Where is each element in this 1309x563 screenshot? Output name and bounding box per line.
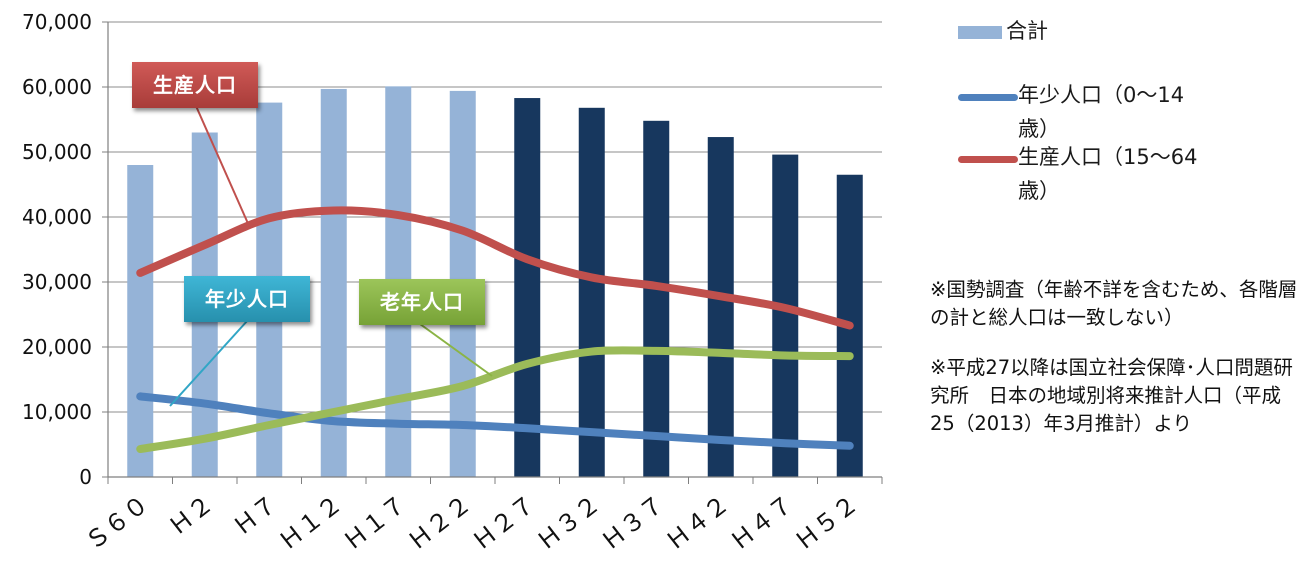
note-projection: ※平成27以降は国立社会保障･人口問題研究所 日本の地域別将来推計人口（平成25… — [930, 356, 1293, 435]
x-tick-label: Ｈ２ — [163, 490, 218, 542]
callout-pointer-working — [195, 105, 251, 229]
legend-label-youth: 年少人口（0～14歳） — [1018, 83, 1185, 141]
legend-label-working: 生産人口（15～64歳） — [1018, 145, 1198, 203]
callout-youth-population: 年少人口 — [184, 276, 310, 322]
x-tick-label: Ｈ４７ — [725, 490, 799, 556]
working-line — [136, 206, 854, 330]
legend-swatch-total — [958, 26, 1002, 39]
callout-pointer-elderly — [419, 323, 493, 377]
bar — [578, 107, 605, 478]
legend-label-total: 合計 — [1006, 19, 1048, 43]
bar — [643, 120, 670, 478]
notes: ※国勢調査（年齢不詳を含むため、各階層の計と総人口は一致しない） ※平成27以降… — [930, 276, 1305, 460]
callout-pointer-youth — [169, 319, 249, 407]
population-chart: 0 10,000 20,000 30,000 40,000 50,000 60,000 70,… — [22, 10, 883, 556]
x-tick-label: Ｈ４２ — [660, 490, 734, 556]
bar — [772, 154, 799, 477]
legend-swatch-working — [958, 156, 1018, 163]
legend-swatch-youth — [958, 94, 1018, 101]
y-tick-label: 10,000 — [22, 400, 92, 424]
callout-elderly-population: 老年人口 — [359, 279, 485, 325]
y-tick-label: 60,000 — [22, 75, 92, 99]
legend-item-youth: 年少人口（0～14歳） — [958, 78, 1193, 146]
legend-item-working: 生産人口（15～64歳） — [958, 140, 1213, 208]
bar — [707, 137, 734, 478]
callout-working-population: 生産人口 — [132, 62, 258, 108]
legend-item-total: 合計 — [958, 14, 1206, 48]
x-tick-label: Ｈ１７ — [338, 490, 412, 556]
y-tick-label: 40,000 — [22, 205, 92, 229]
bar — [514, 98, 541, 478]
y-tick-label: 30,000 — [22, 270, 92, 294]
youth-line — [136, 392, 854, 450]
y-tick-label: 70,000 — [22, 10, 92, 34]
bar — [127, 165, 154, 477]
y-tick-label: 20,000 — [22, 335, 92, 359]
x-tick-label: Ｈ２２ — [402, 490, 476, 556]
y-tick-label: 0 — [79, 465, 92, 489]
x-tick-label: Ｈ３７ — [596, 490, 670, 556]
x-tick-label: Ｈ３２ — [531, 490, 605, 556]
note-census: ※国勢調査（年齢不詳を含むため、各階層の計と総人口は一致しない） — [930, 278, 1298, 329]
x-tick-label: Ｈ５２ — [789, 490, 863, 556]
y-tick-label: 50,000 — [22, 140, 92, 164]
x-tick-label: Ｈ２７ — [467, 490, 541, 556]
x-tick-label: Ｓ６０ — [80, 490, 154, 556]
x-tick-label: Ｈ１２ — [273, 490, 347, 556]
elderly-line — [136, 346, 854, 454]
